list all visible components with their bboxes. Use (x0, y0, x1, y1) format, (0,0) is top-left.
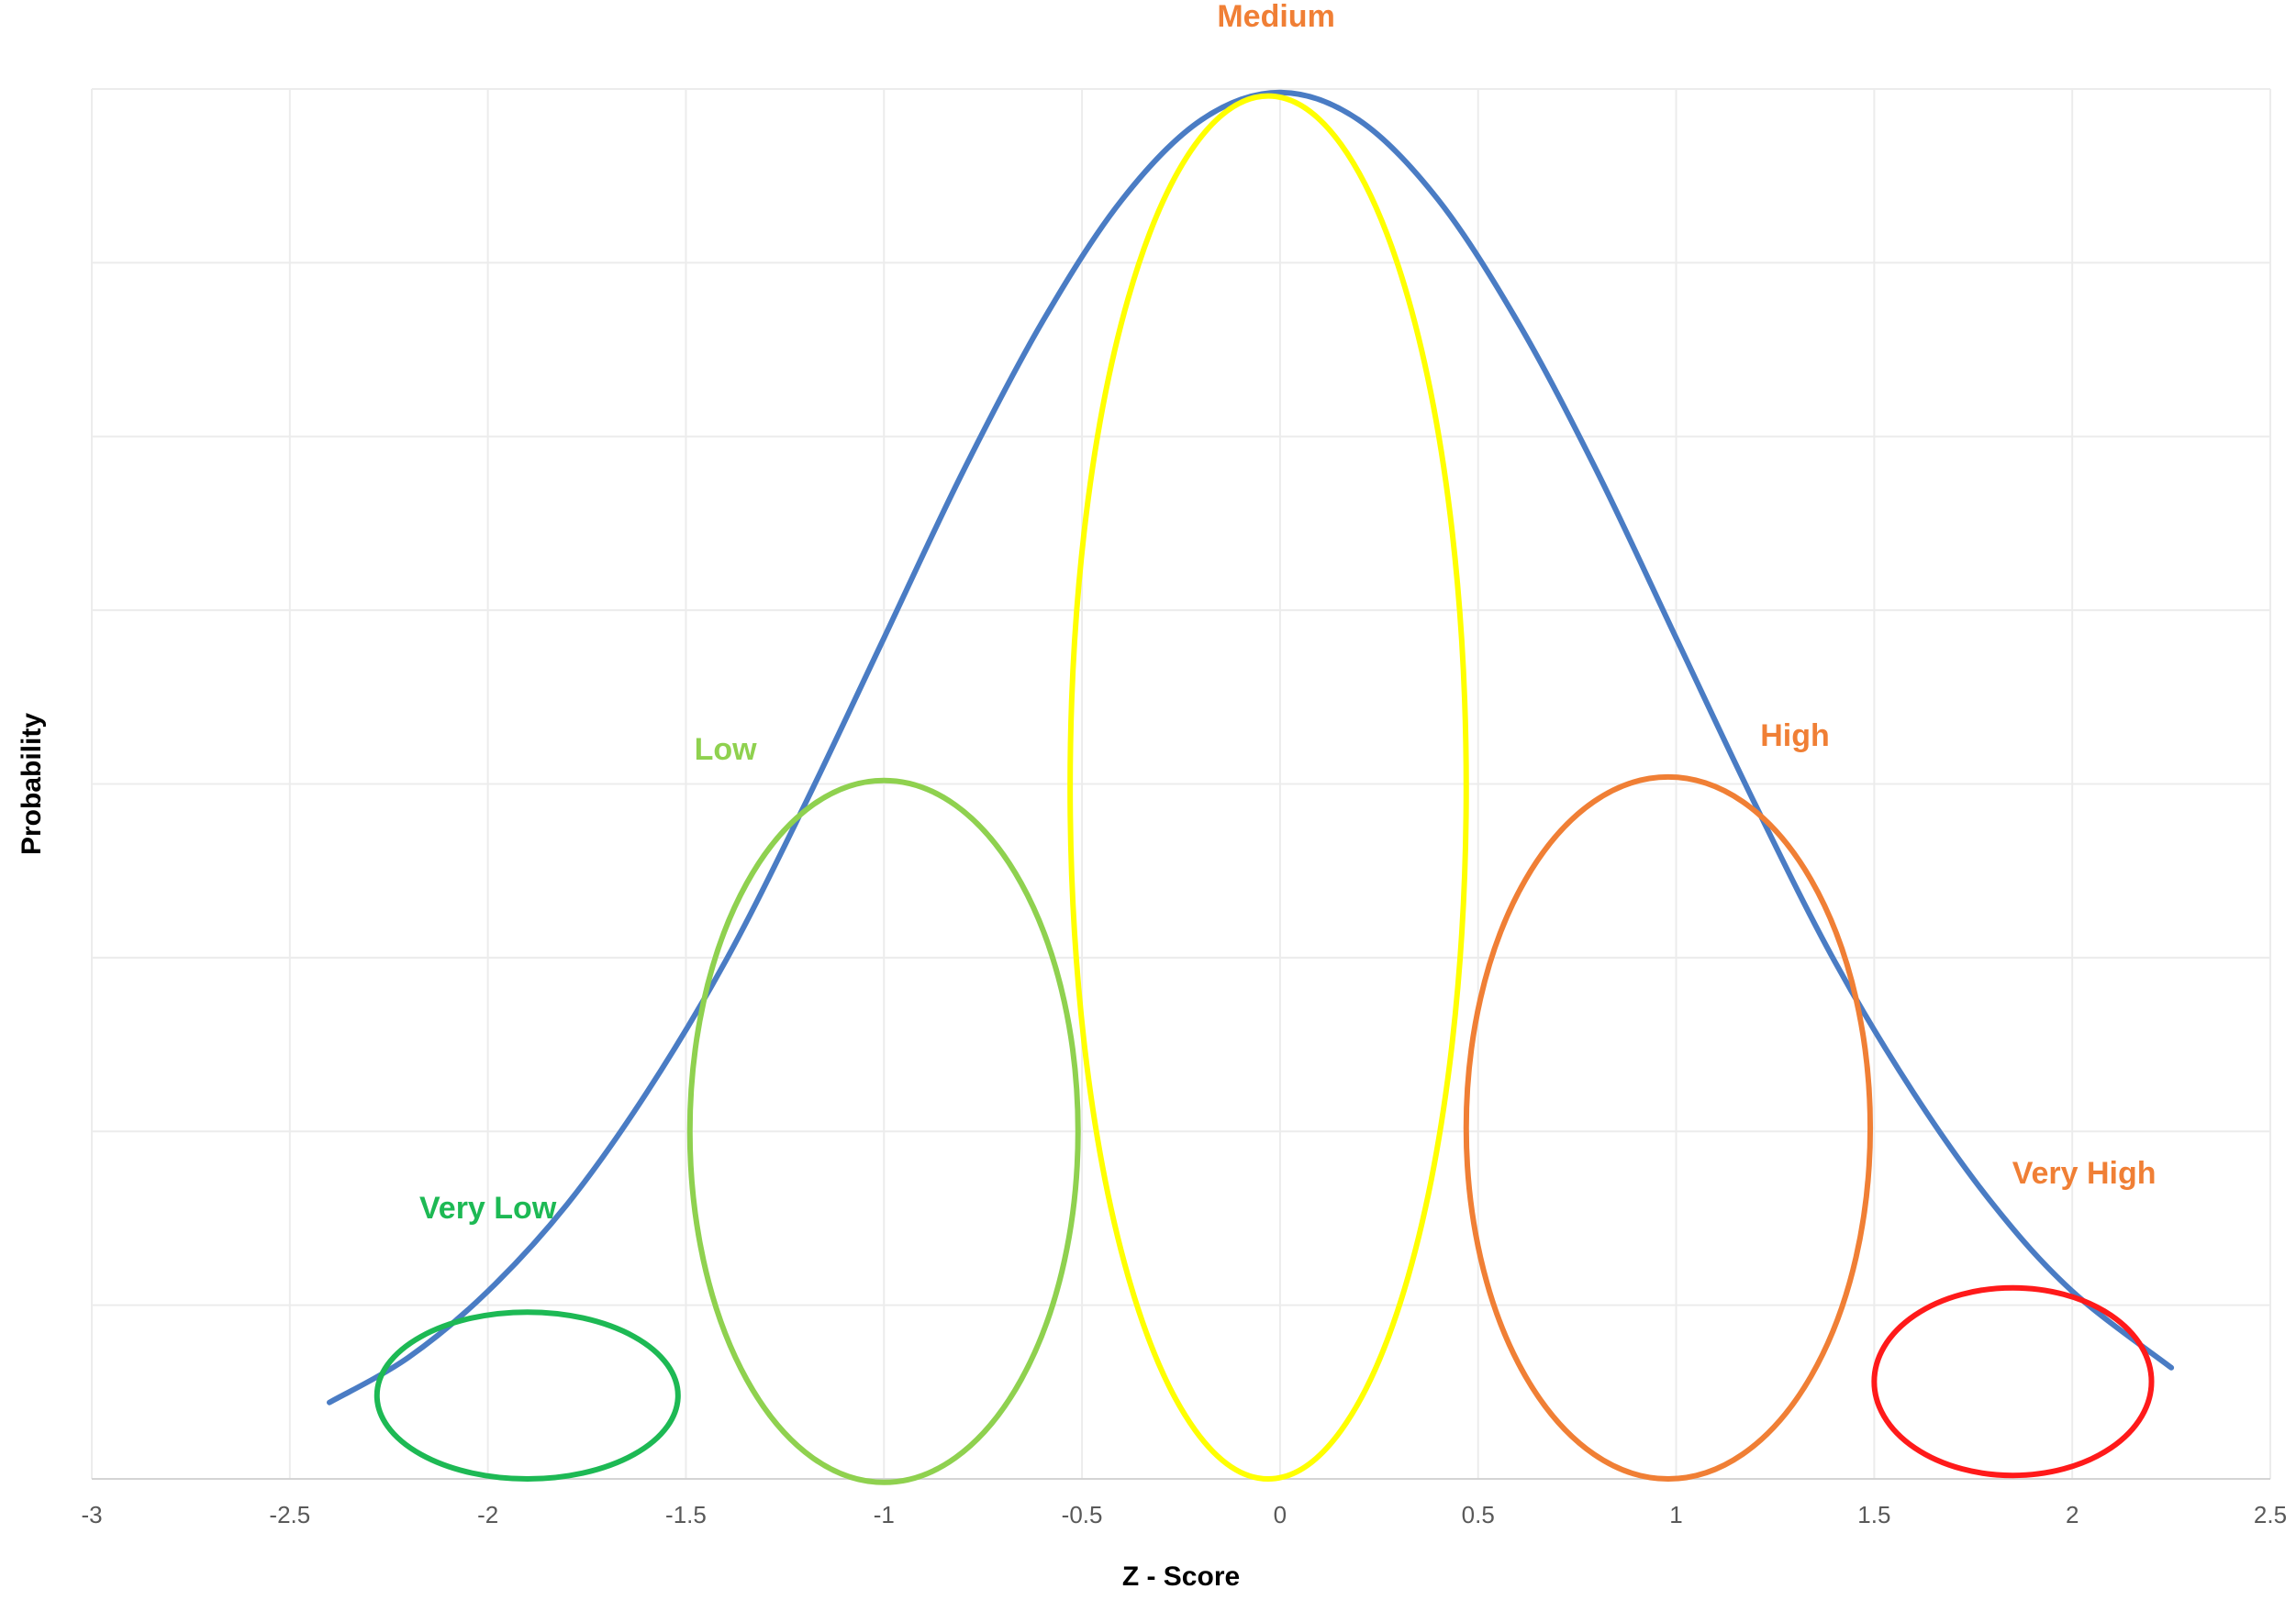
ellipse-very-low (373, 1309, 681, 1482)
x-tick-labels: -3 -2.5 -2 -1.5 -1 -0.5 0 0.5 1 1.5 2 2.5 (81, 1501, 2287, 1528)
x-tick-label: 2.5 (2254, 1501, 2287, 1528)
x-tick-label: 1.5 (1857, 1501, 1890, 1528)
label-medium: Medium (1217, 0, 1334, 34)
y-axis-title: Probability (17, 713, 47, 855)
x-tick-label: -1.5 (665, 1501, 707, 1528)
x-tick-label: 2 (2066, 1501, 2079, 1528)
annotation-labels: Very Low Low Medium High Very High (419, 0, 2157, 1226)
label-low: Low (695, 732, 758, 767)
x-tick-label: -1 (874, 1501, 895, 1528)
ellipse-very-high (1871, 1284, 2155, 1479)
label-high: High (1760, 718, 1830, 753)
x-tick-label: -2.5 (269, 1501, 310, 1528)
x-axis-title: Z - Score (1122, 1561, 1240, 1592)
x-tick-label: 1 (1669, 1501, 1682, 1528)
label-very-low: Very Low (419, 1191, 557, 1226)
x-tick-label: 0.5 (1462, 1501, 1495, 1528)
x-tick-label: -3 (81, 1501, 102, 1528)
gridlines (91, 88, 2271, 1479)
ellipse-high (1463, 773, 1874, 1483)
x-tick-label: -0.5 (1062, 1501, 1103, 1528)
ellipse-low (686, 777, 1081, 1485)
annotation-ellipses (373, 93, 2155, 1485)
x-tick-label: 0 (1274, 1501, 1287, 1528)
series-line (327, 89, 2175, 1406)
ellipse-medium (1067, 93, 1469, 1482)
label-very-high: Very High (2012, 1156, 2157, 1191)
x-tick-label: -2 (477, 1501, 498, 1528)
